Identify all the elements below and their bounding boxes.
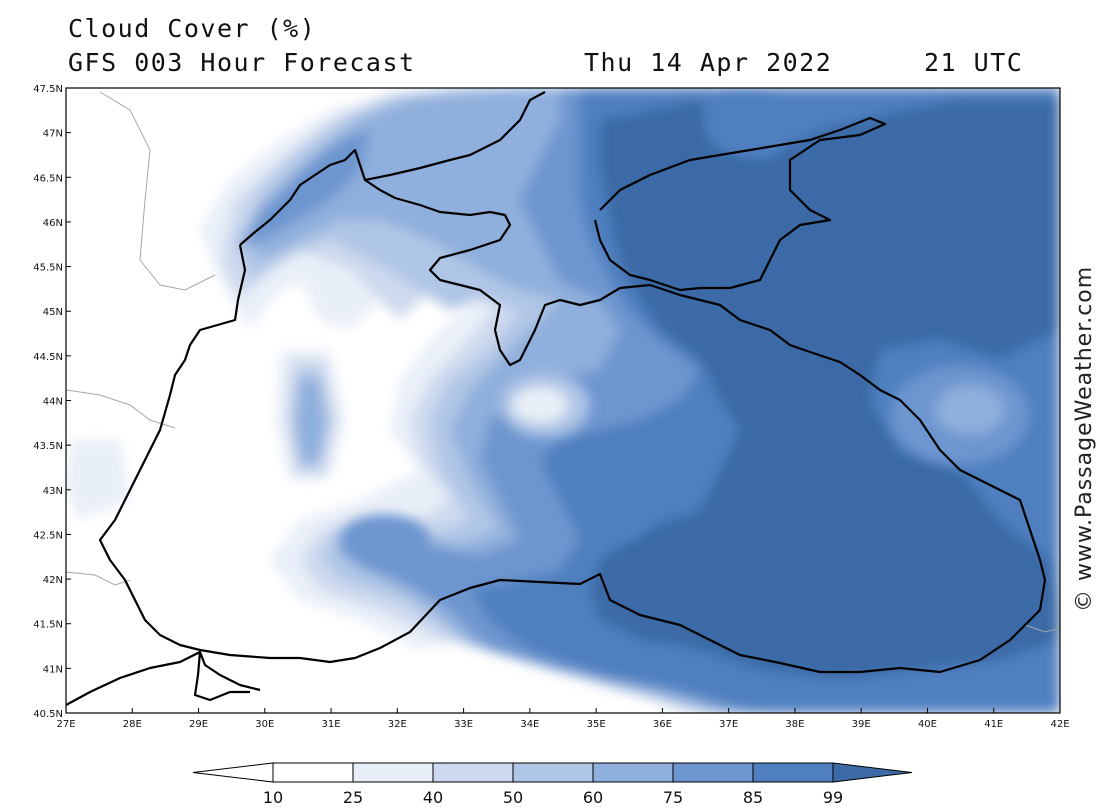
lat-tick-label: 42.5N (33, 530, 63, 541)
coastline-bosphorus (66, 650, 261, 706)
lat-tick-label: 44N (43, 397, 63, 408)
lon-tick-label: 32E (388, 719, 407, 730)
coastline-azov (593, 116, 887, 292)
colorbar-segment (752, 762, 834, 783)
lat-tick-label: 47N (43, 129, 63, 140)
colorbar-label: 10 (263, 788, 283, 807)
lon-tick-label: 27E (56, 719, 75, 730)
colorbar-under-arrow (192, 762, 274, 783)
lat-tick-label: 45.5N (33, 263, 63, 274)
lon-tick-label: 38E (785, 719, 804, 730)
lat-tick-label: 45N (43, 307, 63, 318)
lighter-pocket-azov (705, 95, 785, 155)
colorbar-label: 50 (503, 788, 523, 807)
country-borders (66, 91, 1060, 633)
colorbar-label: 25 (343, 788, 363, 807)
longitude-axis: 27E 28E 29E 30E 31E 32E 33E 34E 35E 36E 37E 38E 39E 4… (56, 708, 1070, 730)
lon-tick-label: 28E (123, 719, 142, 730)
lat-tick-label: 46.5N (33, 173, 63, 184)
lon-tick-label: 36E (653, 719, 672, 730)
lighter-pocket-east-inner (935, 385, 1005, 435)
clear-pocket-crimea-inner (512, 387, 568, 423)
colorbar-segment (272, 762, 354, 783)
lon-tick-label: 39E (852, 719, 871, 730)
lighter-pocket-west (340, 515, 430, 565)
lighter-pocket-center (597, 480, 653, 540)
lon-tick-label: 41E (984, 719, 1003, 730)
colorbar-segment (672, 762, 754, 783)
coastlines (66, 91, 1047, 706)
lon-tick-label: 31E (322, 719, 341, 730)
colorbar-label: 85 (743, 788, 763, 807)
contour-99 (590, 100, 1060, 680)
lon-tick-label: 40E (918, 719, 937, 730)
lat-tick-label: 46N (43, 218, 63, 229)
colorbar-segment (352, 762, 434, 783)
colorbar-label: 99 (823, 788, 843, 807)
colorbar-over-arrow (832, 762, 913, 783)
lon-tick-label: 42E (1050, 719, 1069, 730)
colorbar-segment (432, 762, 514, 783)
coastline-northwest (98, 148, 1047, 674)
valid-date: Thu 14 Apr 2022 (584, 48, 833, 77)
lat-tick-label: 47.5N (33, 84, 63, 95)
lat-tick-label: 41.5N (33, 620, 63, 631)
lon-tick-label: 29E (189, 719, 208, 730)
map-title: Cloud Cover (%) (68, 14, 317, 43)
lat-tick-label: 44.5N (33, 352, 63, 363)
lat-tick-label: 42N (43, 575, 63, 586)
coastline-marmara (193, 651, 250, 702)
lon-tick-label: 34E (520, 719, 539, 730)
lat-tick-label: 43N (43, 486, 63, 497)
lat-tick-label: 41N (43, 664, 63, 675)
latitude-axis: 47.5N 47N 46.5N 46N 45.5N 45N 44.5N 44N 43.5N 43N… (33, 84, 71, 720)
colorbar-label: 60 (583, 788, 603, 807)
lon-tick-label: 33E (454, 719, 473, 730)
lat-tick-label: 40.5N (33, 709, 63, 720)
colorbar-segment (512, 762, 594, 783)
lon-tick-label: 37E (719, 719, 738, 730)
colorbar-label: 40 (423, 788, 443, 807)
valid-time: 21 UTC (924, 48, 1024, 77)
lon-tick-label: 35E (587, 719, 606, 730)
colorbar: 10 25 40 50 60 75 85 99 (192, 762, 913, 807)
colorbar-segment (592, 762, 674, 783)
lon-tick-label: 30E (255, 719, 274, 730)
forecast-subtitle: GFS 003 Hour Forecast (68, 48, 416, 77)
colorbar-label: 75 (663, 788, 683, 807)
lat-tick-label: 43.5N (33, 441, 63, 452)
cloud-field (66, 88, 1060, 713)
coastline-north (364, 91, 546, 182)
